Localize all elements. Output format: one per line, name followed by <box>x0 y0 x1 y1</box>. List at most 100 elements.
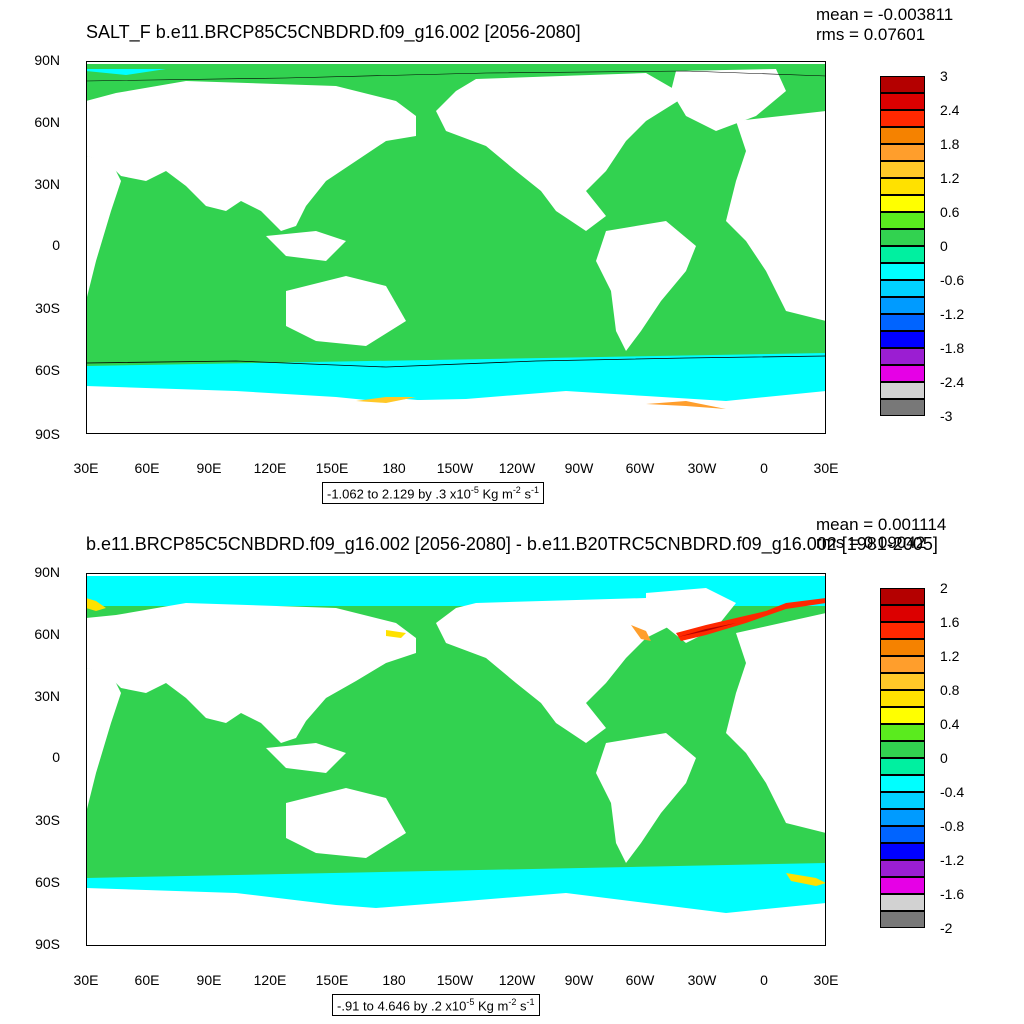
australia-land <box>286 276 406 346</box>
lon-label: 90E <box>196 460 222 476</box>
colorbar-swatch <box>880 877 925 894</box>
colorbar-swatch <box>880 331 925 348</box>
lon-label: 150W <box>436 972 474 988</box>
lon-label: 30W <box>687 972 717 988</box>
lon-label: 90E <box>196 972 222 988</box>
colorbar-swatch <box>880 348 925 365</box>
africa-land <box>86 156 121 301</box>
southern-sea-ice <box>86 863 826 913</box>
colorbar-swatch <box>880 809 925 826</box>
lon-label: 150W <box>436 460 474 476</box>
colorbar-label: -1.2 <box>940 306 965 322</box>
mean-value: mean = 0.001114 <box>816 515 947 534</box>
colorbar-swatch <box>880 246 925 263</box>
colorbar-swatch <box>880 365 925 382</box>
europe-africa-land <box>726 111 826 321</box>
lon-label: 30E <box>73 460 99 476</box>
colorbar-swatch <box>880 212 925 229</box>
antarctica-land <box>86 908 826 946</box>
eurasia-land <box>86 603 416 743</box>
map-title: b.e11.BRCP85C5CNBDRD.f09_g16.002 [2056-2… <box>86 534 938 554</box>
colorbar-label: 0.4 <box>940 716 960 732</box>
mean-value: mean = -0.003811 <box>816 5 954 24</box>
australia-land <box>286 788 406 858</box>
lon-label: 180 <box>382 972 406 988</box>
colorbar-swatch <box>880 127 925 144</box>
colorbar <box>880 588 925 928</box>
bottom-map-panel: b.e11.BRCP85C5CNBDRD.f09_g16.002 [2056-2… <box>0 512 1024 1024</box>
colorbar-swatch <box>880 741 925 758</box>
colorbar-swatch <box>880 639 925 656</box>
lon-label: 30W <box>687 460 717 476</box>
colorbar-label: 1.2 <box>940 170 960 186</box>
rms-value: rms = 0.09042 <box>816 533 926 552</box>
colorbar-label: -0.8 <box>940 818 965 834</box>
lon-label: 120W <box>498 460 536 476</box>
colorbar-swatch <box>880 297 925 314</box>
colorbar-swatch <box>880 399 925 416</box>
lon-label: 0 <box>760 972 768 988</box>
lon-label: 0 <box>760 460 768 476</box>
colorbar-swatch <box>880 724 925 741</box>
lon-label: 30E <box>73 972 99 988</box>
colorbar-label: 2.4 <box>940 102 960 118</box>
colorbar-swatch <box>880 110 925 127</box>
lon-label: 60W <box>625 972 655 988</box>
lat-label: 90N <box>34 52 60 68</box>
colorbar-swatch <box>880 673 925 690</box>
colorbar <box>880 76 925 416</box>
lat-label: 30N <box>34 688 60 704</box>
colorbar-swatch <box>880 263 925 280</box>
colorbar-swatch <box>880 588 925 605</box>
colorbar-swatch <box>880 93 925 110</box>
colorbar-swatch <box>880 911 925 928</box>
colorbar-swatch <box>880 860 925 877</box>
greenland-land <box>671 69 786 131</box>
north-america-land <box>436 598 686 743</box>
colorbar-label: 1.2 <box>940 648 960 664</box>
colorbar-label: 0.6 <box>940 204 960 220</box>
lon-label: 150E <box>315 972 349 988</box>
lon-label: 90W <box>564 460 594 476</box>
north-atlantic-anomaly <box>676 598 826 641</box>
colorbar-label: 0 <box>940 750 948 766</box>
colorbar-swatch <box>880 656 925 673</box>
colorbar-label: -0.6 <box>940 272 965 288</box>
colorbar-swatch <box>880 605 925 622</box>
map-svg <box>86 61 826 434</box>
colorbar-swatch <box>880 843 925 860</box>
lat-label: 30S <box>35 300 60 316</box>
lon-label: 180 <box>382 460 406 476</box>
south-america-land <box>596 221 696 351</box>
lon-label: 60E <box>134 972 160 988</box>
europe-africa-land <box>726 613 826 833</box>
lat-label: 60S <box>35 874 60 890</box>
lon-label: 60W <box>625 460 655 476</box>
antarctica-land <box>86 396 826 434</box>
southern-sea-ice <box>86 353 826 401</box>
colorbar-label: 1.6 <box>940 614 960 630</box>
lon-label: 90W <box>564 972 594 988</box>
eurasia-land <box>86 81 416 231</box>
world-map <box>86 573 826 946</box>
lat-label: 30S <box>35 812 60 828</box>
colorbar-label: -1.2 <box>940 852 965 868</box>
colorbar-label: -1.8 <box>940 340 965 356</box>
lat-label: 90S <box>35 936 60 952</box>
lon-label: 30E <box>813 460 839 476</box>
colorbar-label: 2 <box>940 580 948 596</box>
colorbar-swatch <box>880 775 925 792</box>
lat-label: 30N <box>34 176 60 192</box>
colorbar-label: 3 <box>940 68 948 84</box>
colorbar-label: -3 <box>940 408 953 424</box>
colorbar-swatch <box>880 622 925 639</box>
lon-label: 150E <box>315 460 349 476</box>
colorbar-swatch <box>880 894 925 911</box>
lon-label: 120E <box>253 972 287 988</box>
colorbar-swatch <box>880 76 925 93</box>
colorbar-swatch <box>880 195 925 212</box>
lat-label: 90N <box>34 564 60 580</box>
top-map-panel: SALT_F b.e11.BRCP85C5CNBDRD.f09_g16.002 … <box>34 5 965 505</box>
colorbar-swatch <box>880 161 925 178</box>
colorbar-swatch <box>880 826 925 843</box>
